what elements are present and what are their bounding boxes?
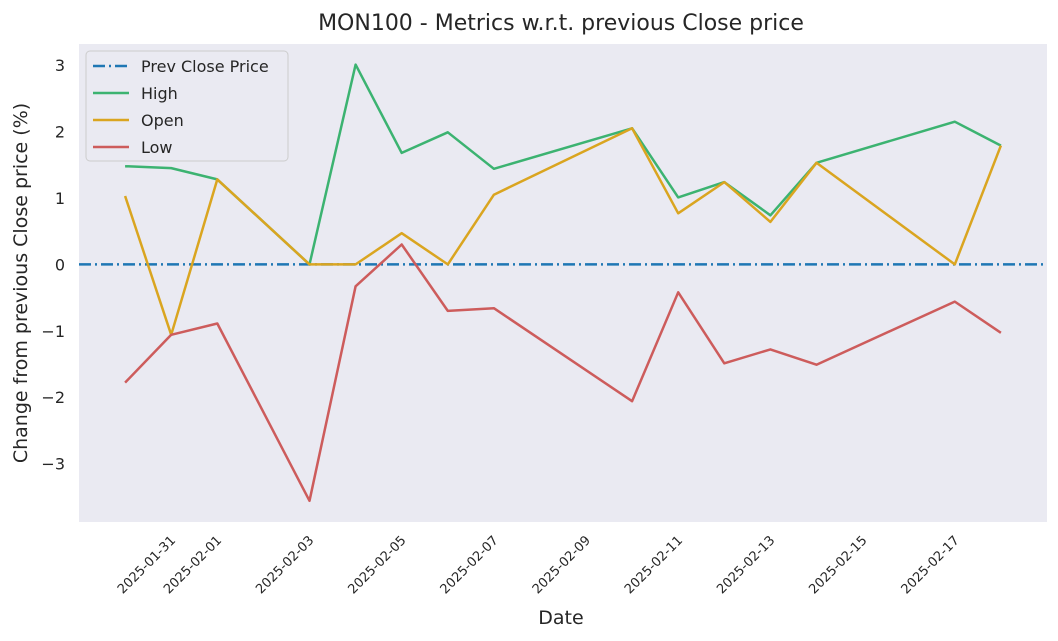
y-tick-label: −1 xyxy=(41,322,65,341)
y-tick-label: 3 xyxy=(55,56,65,75)
y-tick-label: 2 xyxy=(55,123,65,142)
x-tick-label: 2025-02-15 xyxy=(806,533,870,597)
x-tick-label: 2025-02-03 xyxy=(253,533,317,597)
y-axis-label: Change from previous Close price (%) xyxy=(10,103,32,463)
legend-box xyxy=(85,50,289,162)
chart-title: MON100 - Metrics w.r.t. previous Close p… xyxy=(318,11,804,36)
y-axis-ticks: −3 −2 −1 0 1 2 3 xyxy=(41,56,65,473)
x-tick-label: 2025-02-07 xyxy=(438,533,502,597)
series-line-open xyxy=(123,127,1003,337)
x-axis-label: Date xyxy=(538,607,583,629)
x-tick-label: 2025-02-09 xyxy=(530,533,594,597)
x-tick-label: 2025-02-11 xyxy=(622,533,686,597)
y-tick-label: −3 xyxy=(41,455,65,474)
legend-label: Prev Close Price xyxy=(141,57,269,76)
series-lines xyxy=(79,63,1047,503)
y-tick-label: 1 xyxy=(55,189,65,208)
y-tick-label: −2 xyxy=(41,388,65,407)
legend: Prev Close Price High Open Low xyxy=(85,50,289,162)
x-tick-label: 2025-02-17 xyxy=(899,533,963,597)
legend-label: Low xyxy=(141,138,173,157)
x-tick-label: 2025-02-13 xyxy=(714,533,778,597)
legend-label: Open xyxy=(141,111,184,130)
legend-label: High xyxy=(141,84,178,103)
y-tick-label: 0 xyxy=(55,255,65,274)
x-tick-label: 2025-02-05 xyxy=(345,533,409,597)
series-line-low xyxy=(124,243,1002,503)
